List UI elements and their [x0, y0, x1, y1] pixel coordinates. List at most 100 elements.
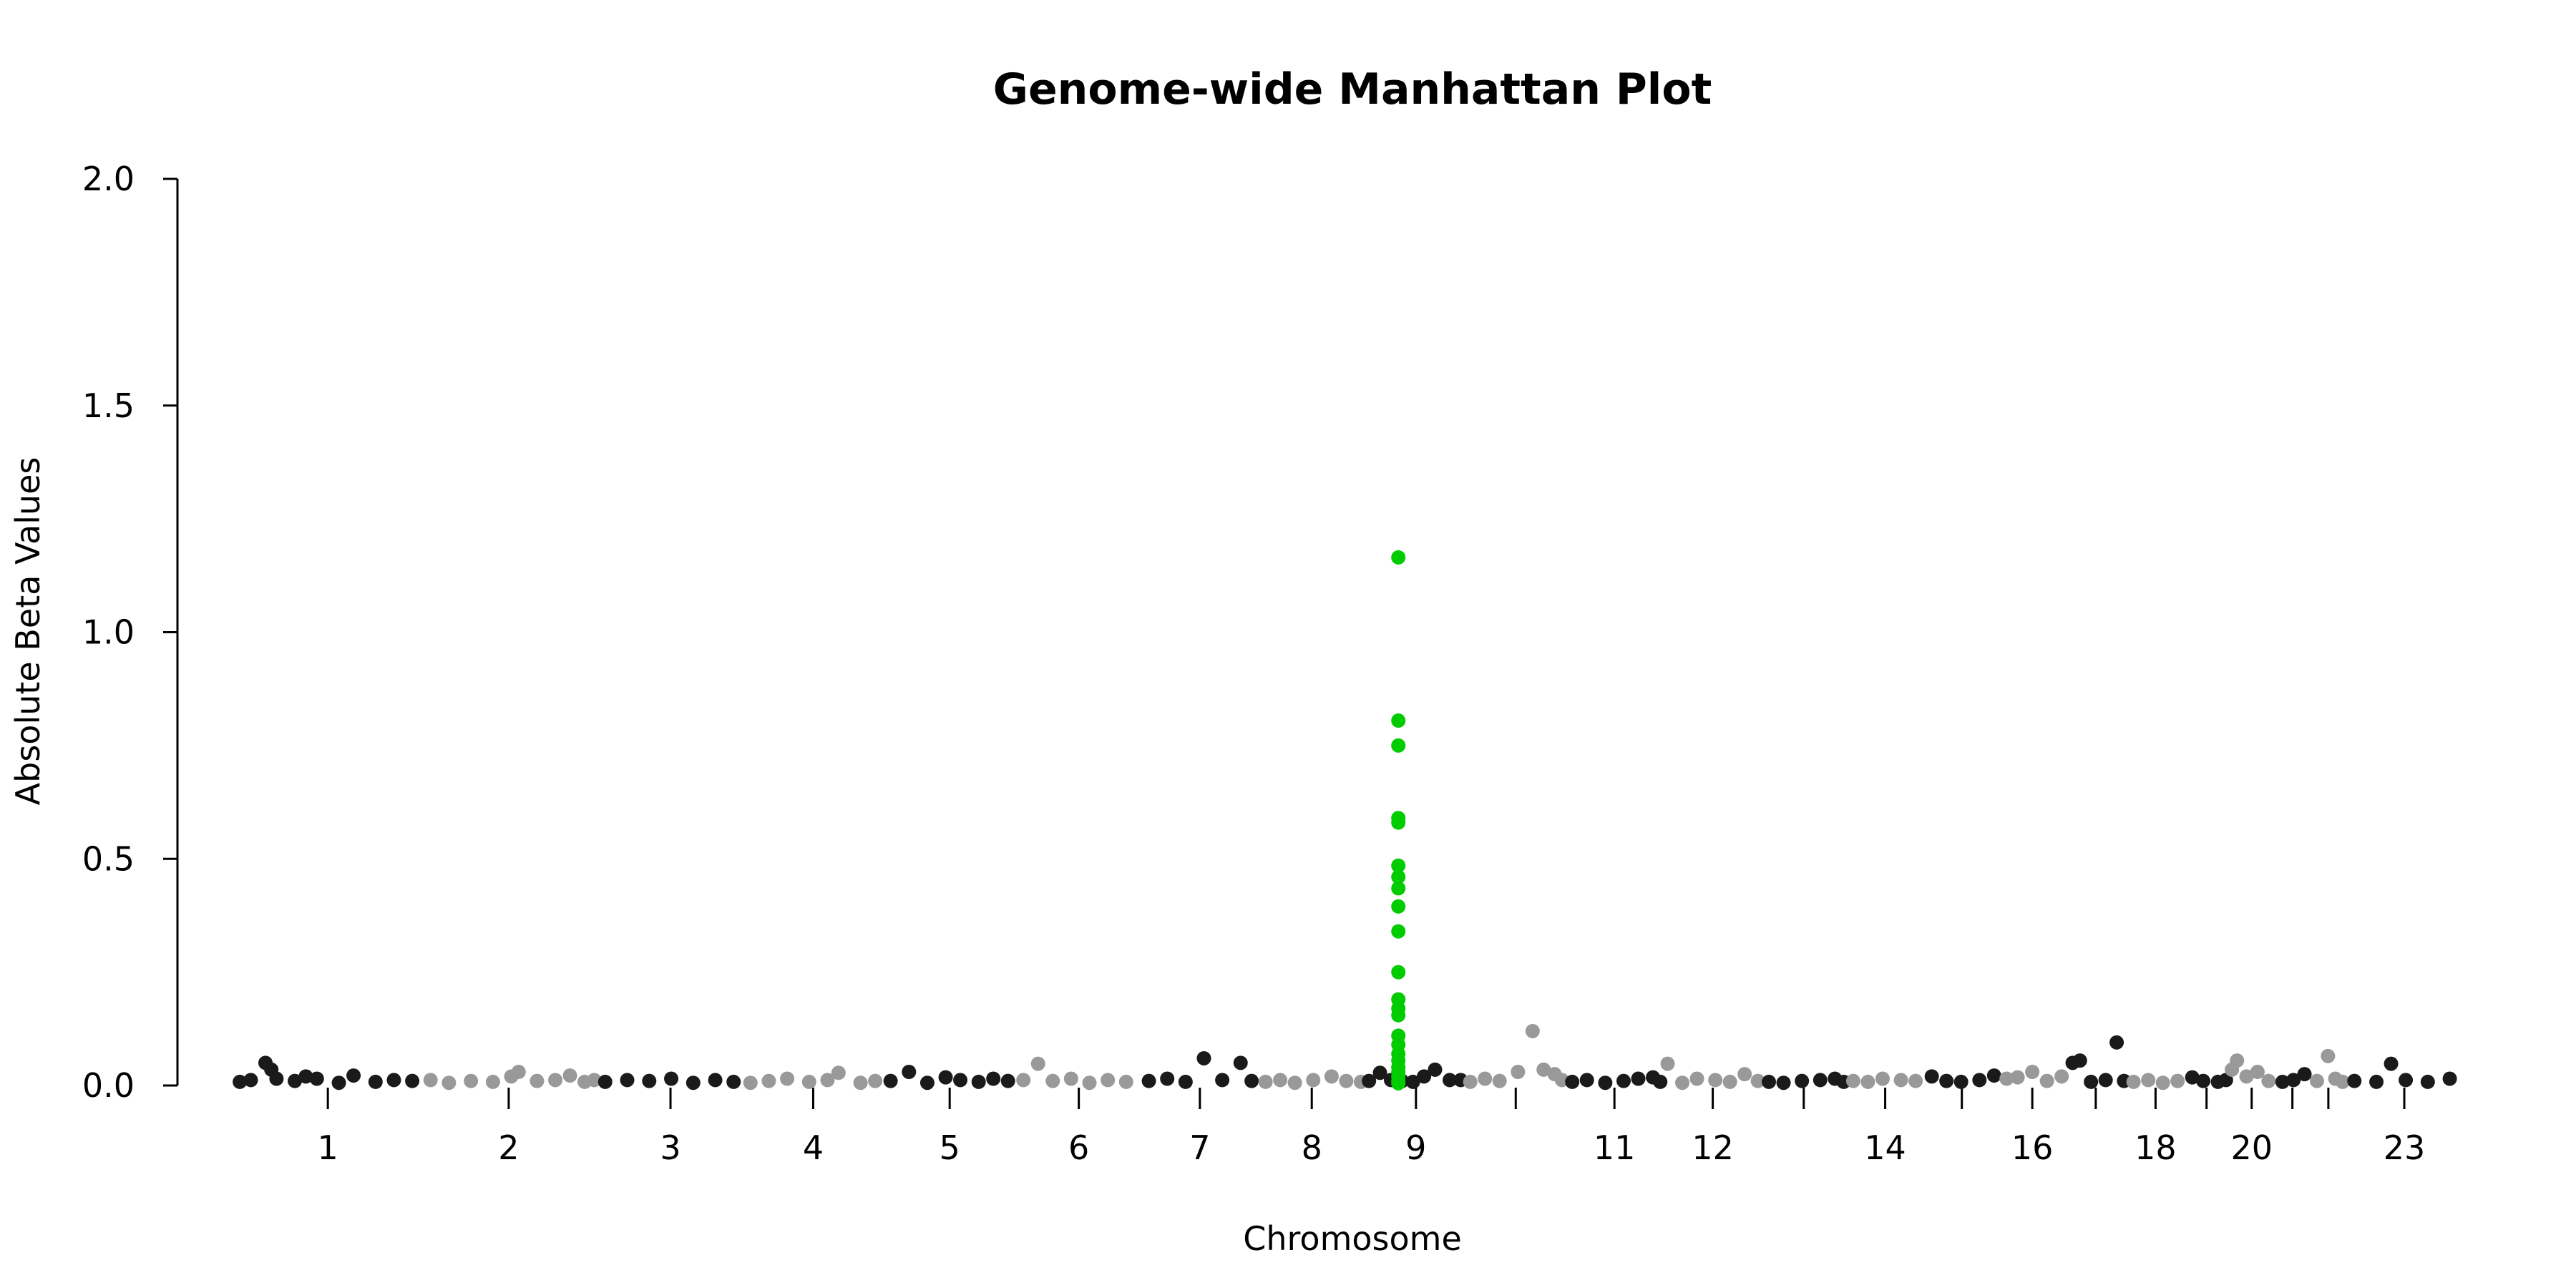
data-point: [2196, 1073, 2211, 1088]
data-point: [620, 1073, 635, 1088]
x-tick-label: 9: [1405, 1128, 1426, 1167]
data-point: [1795, 1073, 1810, 1088]
data-point: [233, 1074, 248, 1089]
data-point: [562, 1068, 577, 1083]
data-point: [441, 1075, 457, 1091]
data-point: [2025, 1064, 2040, 1079]
data-point: [919, 1075, 935, 1091]
x-axis-label: Chromosome: [1243, 1219, 1462, 1258]
data-point: [1750, 1073, 1765, 1088]
data-point: [853, 1075, 868, 1091]
data-point: [464, 1073, 479, 1088]
data-point: [2275, 1074, 2290, 1089]
data-point: [1845, 1073, 1860, 1088]
data-point: [1972, 1073, 1987, 1088]
data-point: [986, 1071, 1001, 1086]
data-point: [2442, 1071, 2457, 1086]
data-point: [938, 1070, 953, 1085]
x-tick-label: 3: [660, 1128, 680, 1167]
data-point: [1939, 1073, 1954, 1088]
data-point: [2126, 1074, 2141, 1089]
data-point: [368, 1074, 383, 1089]
highlight-point: [1391, 713, 1406, 728]
data-point: [1082, 1075, 1097, 1091]
highlight-point: [1391, 815, 1406, 830]
data-point: [1999, 1071, 2014, 1086]
highlight-point: [1391, 1008, 1406, 1023]
data-point: [2261, 1073, 2276, 1088]
y-axis: 0.0 0.5 1.0 1.5 2.0: [82, 160, 179, 1105]
data-point: [1428, 1062, 1443, 1077]
data-point: [1101, 1073, 1116, 1088]
data-point: [2286, 1073, 2301, 1088]
y-axis-label: Absolute Beta Values: [9, 457, 47, 806]
data-point: [423, 1073, 438, 1088]
y-tick-label: 0.5: [82, 839, 135, 878]
data-point: [1233, 1055, 1248, 1070]
data-point: [2321, 1048, 2336, 1063]
data-point: [1258, 1074, 1273, 1089]
x-tick-label: 14: [1864, 1128, 1906, 1167]
data-point: [1986, 1068, 2001, 1083]
x-tick-label: 4: [803, 1128, 824, 1167]
data-point: [642, 1073, 657, 1088]
data-point: [1016, 1073, 1031, 1088]
data-point: [1875, 1071, 1890, 1086]
data-point: [2072, 1053, 2087, 1068]
data-point: [971, 1074, 986, 1089]
data-point: [2141, 1073, 2156, 1088]
highlight-point: [1391, 924, 1406, 939]
data-point: [1417, 1069, 1432, 1084]
data-point: [269, 1071, 284, 1086]
data-point: [2420, 1074, 2435, 1089]
data-point: [664, 1071, 679, 1086]
data-point: [1045, 1073, 1060, 1088]
data-point: [2084, 1074, 2099, 1089]
data-point: [2399, 1073, 2414, 1088]
highlight-point: [1391, 899, 1406, 914]
data-point: [1776, 1075, 1791, 1091]
data-point: [953, 1073, 968, 1088]
data-point: [2098, 1073, 2113, 1088]
data-point: [1653, 1074, 1668, 1089]
data-point: [2239, 1069, 2254, 1084]
points-layer: [233, 550, 2457, 1091]
x-tick-label: 5: [940, 1128, 960, 1167]
data-point: [1737, 1067, 1752, 1082]
data-point: [405, 1073, 420, 1088]
data-point: [2335, 1074, 2350, 1089]
data-point: [1565, 1074, 1580, 1089]
y-tick-label: 2.0: [82, 160, 135, 198]
data-point: [780, 1071, 795, 1086]
data-point: [2170, 1073, 2185, 1088]
data-point: [1708, 1073, 1723, 1088]
data-point: [1631, 1071, 1646, 1086]
data-point: [1478, 1071, 1493, 1086]
x-tick-label: 23: [2384, 1128, 2426, 1167]
data-point: [686, 1075, 701, 1091]
data-point: [530, 1073, 545, 1088]
data-point: [1306, 1073, 1321, 1088]
highlight-point: [1391, 881, 1406, 896]
x-tick-label: 7: [1189, 1128, 1210, 1167]
data-point: [1339, 1073, 1354, 1088]
data-point: [1893, 1073, 1908, 1088]
data-point: [1860, 1074, 1875, 1089]
x-tick-label: 12: [1692, 1128, 1734, 1167]
data-point: [1689, 1071, 1704, 1086]
data-point: [2309, 1073, 2324, 1088]
data-point: [346, 1068, 361, 1083]
data-point: [761, 1073, 776, 1088]
data-point: [1178, 1074, 1193, 1089]
data-point: [2039, 1073, 2054, 1088]
data-point: [2185, 1070, 2200, 1085]
data-point: [1372, 1065, 1387, 1080]
data-point: [1924, 1069, 1939, 1084]
highlight-point: [1391, 550, 1406, 565]
x-tick-label: 16: [2011, 1128, 2054, 1167]
x-tick-label: 8: [1302, 1128, 1322, 1167]
data-point: [1463, 1074, 1478, 1089]
data-point: [1722, 1074, 1737, 1089]
